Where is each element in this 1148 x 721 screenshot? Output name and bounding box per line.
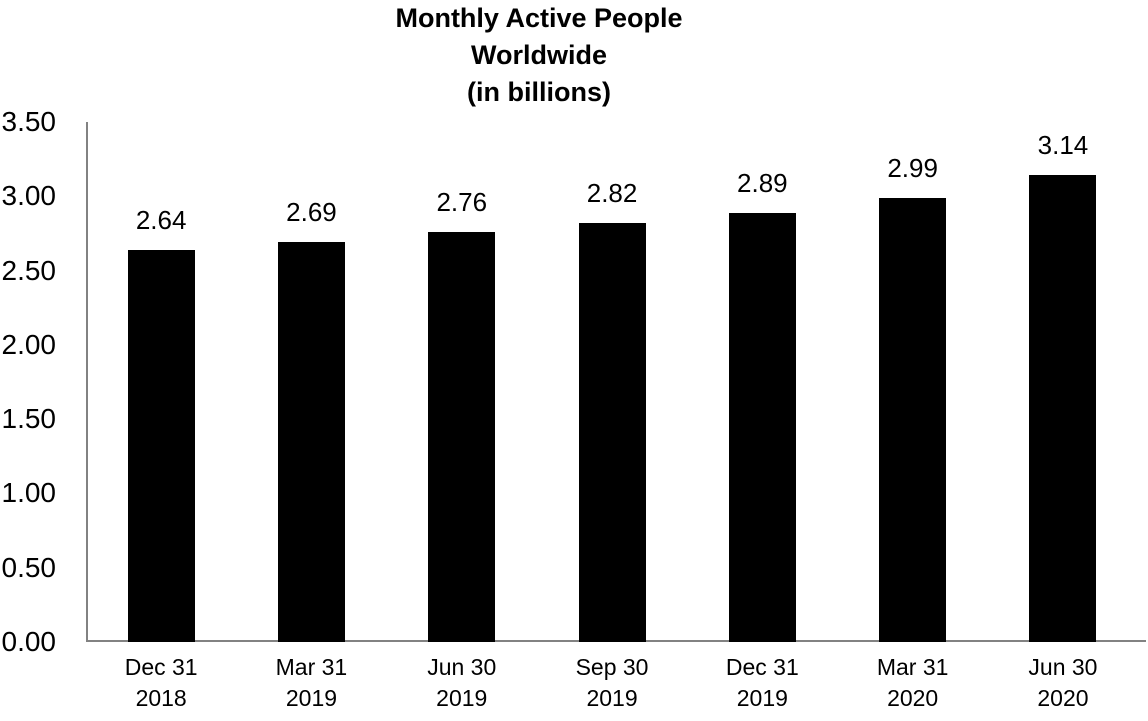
- x-axis-tick-label: Dec 31 2019: [687, 652, 837, 714]
- bar-value-label: 2.82: [586, 178, 638, 209]
- x-axis-tick-label-year: 2018: [135, 685, 187, 711]
- x-axis-tick-label-date: Jun 30: [1028, 654, 1098, 680]
- y-axis-tick-label: 3.50: [1, 106, 57, 137]
- bar: [879, 197, 947, 642]
- x-axis-tick-label-year: 2019: [285, 685, 338, 711]
- x-axis-tick-label-year: 2019: [736, 685, 788, 711]
- bar: [428, 231, 496, 642]
- chart-title-line-2: Worldwide: [470, 40, 607, 70]
- chart-title: Monthly Active People Worldwide (in bill…: [0, 0, 1078, 111]
- bar: [578, 223, 646, 642]
- bar-value-label: 2.99: [887, 152, 938, 183]
- x-axis-tick-label: Jun 30 2020: [988, 652, 1138, 714]
- x-axis-tick-label-year: 2020: [1037, 685, 1089, 711]
- y-axis-tick-label: 0.50: [1, 551, 57, 583]
- chart-title-line-1: Monthly Active People: [395, 3, 683, 33]
- x-axis-tick-label: Dec 31 2018: [86, 652, 236, 714]
- bar-value-label: 3.14: [1037, 130, 1089, 161]
- x-axis-tick-label: Jun 30 2019: [387, 652, 537, 714]
- x-axis-tick-label: Sep 30 2019: [537, 652, 687, 714]
- x-axis-tick-label-date: Dec 31: [725, 654, 799, 680]
- bar: [127, 249, 195, 642]
- x-axis-tick-label-date: Mar 31: [275, 654, 348, 680]
- y-axis-tick-label: 0.00: [1, 626, 57, 657]
- bar-value-label: 2.69: [286, 197, 337, 228]
- y-axis-tick-label: 2.00: [1, 328, 57, 360]
- bar: [728, 212, 796, 642]
- x-axis-tick-label-year: 2020: [887, 685, 939, 711]
- x-axis-tick-label: Mar 31 2019: [236, 652, 386, 714]
- y-axis-tick-label: 2.50: [1, 254, 57, 286]
- bar-value-label: 2.64: [135, 204, 187, 235]
- x-axis-tick-label-year: 2019: [586, 685, 638, 711]
- y-axis-tick-label: 1.00: [1, 477, 57, 509]
- x-axis-tick-label-date: Sep 30: [575, 654, 649, 680]
- x-axis-tick-label: Mar 31 2020: [838, 652, 988, 714]
- bar-value-label: 2.89: [737, 167, 788, 198]
- x-axis-tick-label-year: 2019: [436, 685, 488, 711]
- y-axis-tick-label: 1.50: [1, 403, 57, 435]
- x-axis-tick-label-date: Jun 30: [427, 654, 497, 680]
- x-axis-tick-label-date: Mar 31: [876, 654, 949, 680]
- x-axis-tick-label-date: Dec 31: [124, 654, 198, 680]
- bar: [277, 242, 345, 642]
- bar-value-label: 2.76: [436, 186, 488, 217]
- bar: [1029, 175, 1097, 642]
- y-axis-tick-label: 3.00: [1, 180, 57, 212]
- chart-title-line-3: (in billions): [467, 77, 611, 107]
